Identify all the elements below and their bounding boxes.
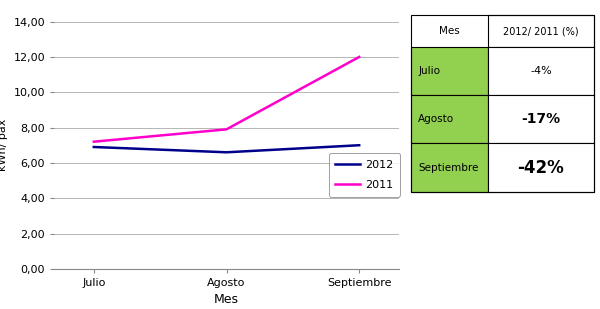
Text: Agosto: Agosto — [418, 114, 454, 124]
Bar — [488, 95, 594, 143]
Text: -42%: -42% — [518, 159, 565, 176]
Line: 2011: 2011 — [94, 57, 359, 142]
Text: 2012/ 2011 (%): 2012/ 2011 (%) — [503, 26, 579, 36]
2011 — [90, 140, 97, 144]
Y-axis label: kWh/ pax: kWh/ pax — [0, 119, 8, 171]
Bar — [488, 15, 594, 47]
2012 — [223, 150, 230, 154]
2012 — [356, 143, 363, 147]
Text: Septiembre: Septiembre — [418, 163, 479, 172]
Text: Julio: Julio — [418, 66, 440, 76]
X-axis label: Mes: Mes — [214, 294, 239, 307]
Bar — [488, 47, 594, 95]
Text: Mes: Mes — [439, 26, 460, 36]
Bar — [411, 95, 488, 143]
2011 — [356, 55, 363, 59]
Legend: 2012, 2011: 2012, 2011 — [329, 153, 400, 197]
Text: -17%: -17% — [521, 112, 560, 126]
Bar — [488, 143, 594, 192]
Text: -4%: -4% — [530, 66, 552, 76]
Line: 2012: 2012 — [94, 145, 359, 152]
Bar — [411, 47, 488, 95]
2012 — [90, 145, 97, 149]
2011 — [223, 128, 230, 131]
Bar — [411, 143, 488, 192]
